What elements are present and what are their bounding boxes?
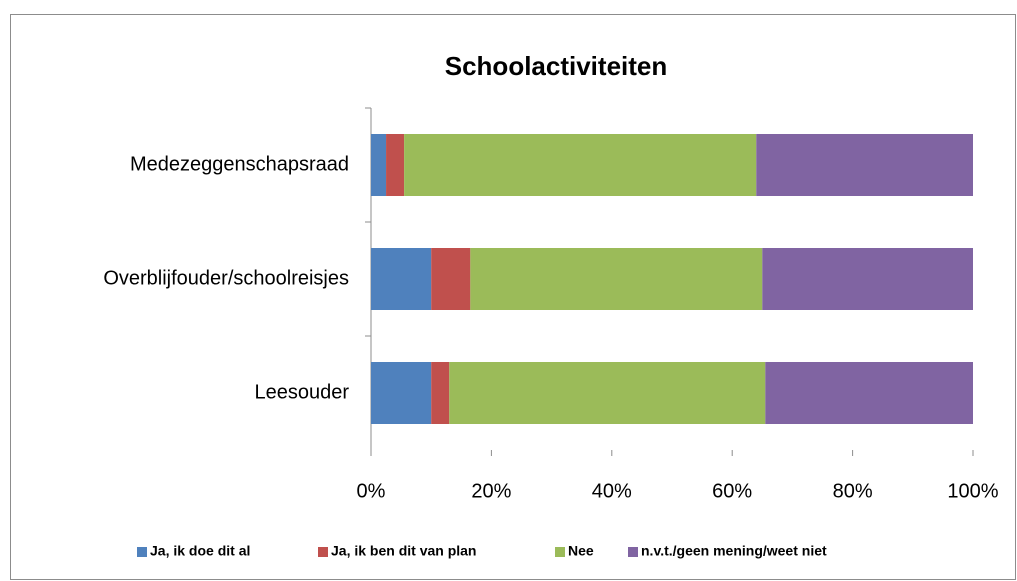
legend-label: Ja, ik doe dit al (150, 543, 250, 559)
legend-swatch (555, 547, 565, 557)
x-tick-label: 60% (712, 480, 752, 502)
y-tick-label: Overblijfouder/schoolreisjes (103, 267, 349, 289)
legend-label: Ja, ik ben dit van plan (331, 543, 476, 559)
legend-label: Nee (568, 543, 594, 559)
legend-label: n.v.t./geen mening/weet niet (641, 543, 827, 559)
bar-segment (431, 362, 450, 424)
x-tick-label: 0% (357, 480, 386, 502)
bar-segment (386, 134, 405, 196)
bar-segment (762, 248, 973, 310)
legend-swatch (137, 547, 147, 557)
bar-segment (431, 248, 471, 310)
bar-segment (371, 248, 432, 310)
bar-segment (765, 362, 973, 424)
x-tick-label: 100% (947, 480, 998, 502)
y-tick-label: Medezeggenschapsraad (130, 153, 349, 175)
legend-swatch (628, 547, 638, 557)
bar-segment (449, 362, 766, 424)
legend-swatch (318, 547, 328, 557)
x-tick-label: 40% (592, 480, 632, 502)
bar-segment (371, 362, 432, 424)
bar-segment (371, 134, 387, 196)
x-tick-label: 80% (833, 480, 873, 502)
bar-segment (470, 248, 763, 310)
chart-title: Schoolactiviteiten (445, 51, 668, 81)
bar-segment (756, 134, 973, 196)
y-tick-label: Leesouder (254, 381, 349, 403)
x-tick-label: 20% (471, 480, 511, 502)
bar-segment (404, 134, 757, 196)
